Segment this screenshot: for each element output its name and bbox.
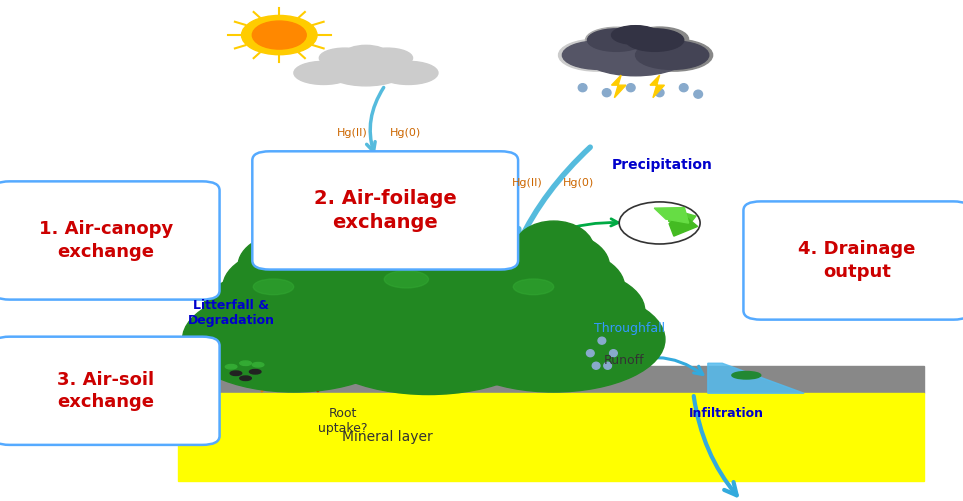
Ellipse shape (238, 231, 350, 300)
Ellipse shape (583, 35, 689, 76)
Text: Hg(II): Hg(II) (337, 128, 368, 138)
Ellipse shape (578, 84, 586, 92)
Ellipse shape (443, 287, 664, 392)
Ellipse shape (225, 365, 237, 369)
Polygon shape (708, 363, 804, 393)
Ellipse shape (384, 271, 429, 288)
Ellipse shape (368, 219, 489, 294)
Ellipse shape (559, 39, 636, 71)
Bar (286, 313, 301, 366)
Circle shape (619, 202, 700, 244)
Ellipse shape (384, 207, 473, 271)
Text: Mineral layer: Mineral layer (342, 430, 432, 444)
Ellipse shape (612, 26, 660, 45)
Text: 4. Drainage
output: 4. Drainage output (798, 240, 916, 281)
Bar (420, 308, 437, 366)
Text: Infiltration: Infiltration (689, 407, 764, 420)
Circle shape (242, 16, 317, 55)
Ellipse shape (636, 39, 713, 71)
Ellipse shape (694, 90, 703, 98)
Ellipse shape (183, 287, 404, 392)
Ellipse shape (482, 247, 624, 326)
Ellipse shape (592, 362, 600, 369)
Ellipse shape (586, 350, 594, 357)
Ellipse shape (656, 89, 664, 97)
Ellipse shape (627, 84, 636, 92)
Ellipse shape (345, 46, 387, 62)
Ellipse shape (498, 231, 610, 300)
Ellipse shape (252, 363, 264, 367)
Ellipse shape (329, 256, 528, 354)
Text: Hg(0): Hg(0) (563, 178, 594, 188)
Text: 2. Air-foilage
exchange: 2. Air-foilage exchange (314, 189, 456, 231)
Ellipse shape (253, 279, 294, 295)
Polygon shape (654, 207, 689, 223)
Circle shape (252, 21, 306, 49)
FancyBboxPatch shape (252, 151, 518, 270)
Ellipse shape (631, 27, 689, 51)
Ellipse shape (636, 41, 709, 70)
Ellipse shape (202, 266, 385, 355)
Bar (546, 313, 561, 366)
Bar (178, 366, 924, 393)
Text: 3. Air-soil
exchange: 3. Air-soil exchange (58, 371, 154, 411)
Text: Throughfall: Throughfall (594, 322, 665, 335)
Text: Hg(II): Hg(II) (512, 178, 543, 188)
Ellipse shape (294, 61, 353, 85)
Ellipse shape (587, 33, 684, 73)
Ellipse shape (680, 84, 688, 92)
FancyBboxPatch shape (743, 201, 963, 320)
Text: Litterfall &
Degradation: Litterfall & Degradation (188, 299, 274, 327)
Ellipse shape (626, 29, 684, 52)
Ellipse shape (320, 48, 370, 68)
Ellipse shape (587, 29, 645, 52)
Ellipse shape (612, 26, 660, 46)
Ellipse shape (378, 61, 438, 85)
Ellipse shape (604, 362, 612, 369)
Ellipse shape (598, 337, 606, 344)
Ellipse shape (513, 279, 554, 295)
Ellipse shape (732, 372, 761, 379)
Text: Precipitation: Precipitation (612, 158, 713, 172)
Ellipse shape (240, 376, 251, 381)
Ellipse shape (586, 27, 647, 53)
Text: Runoff: Runoff (604, 354, 644, 367)
Ellipse shape (610, 350, 617, 357)
Ellipse shape (362, 48, 412, 68)
Polygon shape (668, 209, 696, 230)
Ellipse shape (603, 89, 611, 97)
Text: 1. Air-canopy
exchange: 1. Air-canopy exchange (39, 220, 173, 261)
Ellipse shape (513, 221, 594, 279)
Ellipse shape (306, 280, 551, 395)
Ellipse shape (240, 361, 251, 366)
Ellipse shape (351, 236, 507, 323)
Polygon shape (669, 213, 697, 236)
Ellipse shape (562, 41, 636, 70)
Text: Root
uptake?: Root uptake? (318, 407, 367, 435)
FancyBboxPatch shape (0, 337, 220, 445)
Ellipse shape (223, 247, 365, 326)
Polygon shape (612, 75, 626, 98)
Ellipse shape (462, 266, 645, 355)
Ellipse shape (230, 371, 242, 376)
Text: Organic Layer: Organic Layer (497, 373, 606, 386)
Ellipse shape (325, 55, 406, 86)
Bar (178, 393, 924, 481)
FancyBboxPatch shape (0, 181, 220, 300)
Ellipse shape (249, 370, 261, 374)
Text: Hg(0): Hg(0) (390, 128, 421, 138)
Polygon shape (650, 75, 664, 98)
Ellipse shape (253, 221, 334, 279)
